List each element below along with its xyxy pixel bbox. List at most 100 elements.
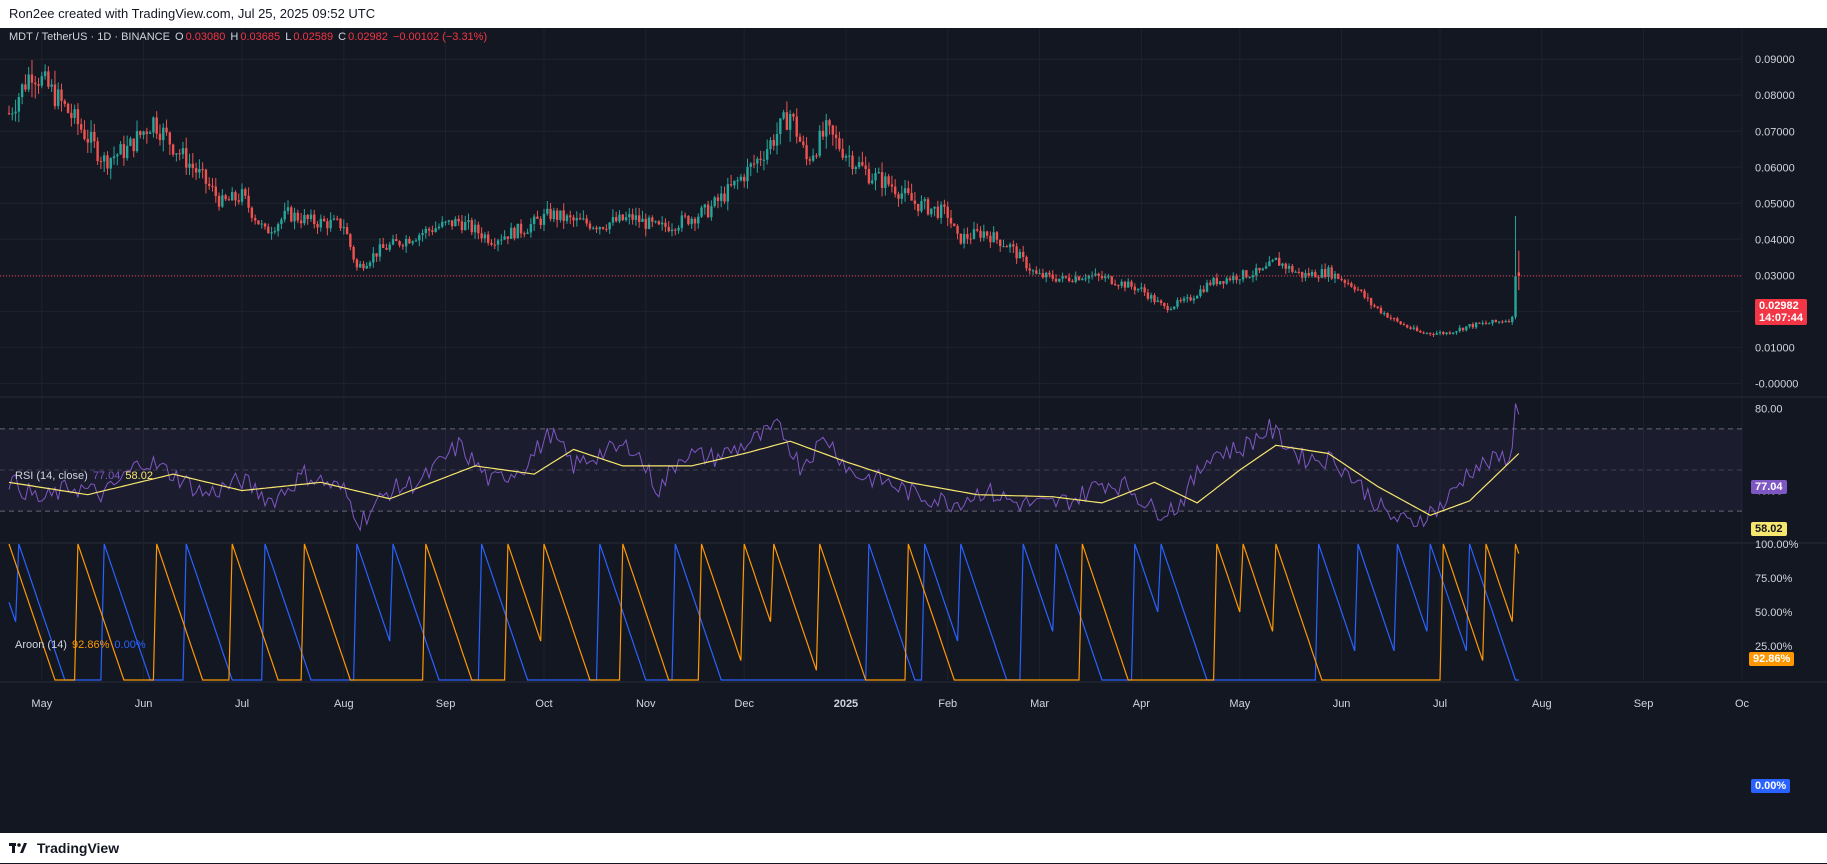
footer-brand[interactable]: TradingView <box>36 840 120 856</box>
candle-body <box>381 244 385 248</box>
candle-body <box>457 218 460 222</box>
candle-body <box>257 220 260 225</box>
candle-body <box>470 220 473 233</box>
candle-body <box>509 227 513 239</box>
candle-body <box>1255 267 1258 276</box>
candle-body <box>1494 319 1498 322</box>
aroon-up-value: 92.86% <box>72 639 110 651</box>
candle-body <box>654 221 657 223</box>
tradingview-logo-icon[interactable] <box>9 834 27 864</box>
candle-body <box>227 199 231 201</box>
candle-body <box>1389 317 1393 319</box>
aroon-name[interactable]: Aroon (14) <box>15 639 67 651</box>
candle-body <box>893 186 897 195</box>
candle-body <box>1300 271 1304 278</box>
candles-group <box>7 60 1521 338</box>
candle-body <box>191 163 195 169</box>
candle-body <box>316 224 319 228</box>
candle-body <box>106 155 109 169</box>
candle-body <box>720 193 723 201</box>
candle-body <box>1261 268 1264 271</box>
candle-body <box>979 230 982 238</box>
candle-body <box>1432 333 1435 335</box>
candle-body <box>322 218 326 222</box>
candle-body <box>628 214 631 218</box>
candle-body <box>1458 327 1461 332</box>
candle-body <box>1123 281 1127 288</box>
candle-body <box>365 265 368 269</box>
candle-body <box>496 240 500 245</box>
candle-body <box>473 224 477 233</box>
candle-body <box>733 180 736 186</box>
candle-body <box>677 227 680 231</box>
candle-body <box>1202 289 1205 292</box>
candle-body <box>1451 332 1455 334</box>
candle-body <box>329 219 332 229</box>
chart-canvas[interactable]: May Jun Jul Aug Sep Oct Nov Dec 2025 Feb Mar Apr May… <box>0 28 1827 833</box>
candle-body <box>1232 275 1235 281</box>
candle-body <box>20 84 24 98</box>
rsi-name[interactable]: RSI (14, close) <box>15 470 88 482</box>
candle-body <box>546 208 549 214</box>
footer-bar: TradingView <box>0 833 1827 863</box>
x-tick-label: May <box>1229 698 1250 710</box>
symbol-label[interactable]: MDT / TetherUS · 1D · BINANCE <box>9 31 170 43</box>
x-tick-label: May <box>31 698 52 710</box>
candle-body <box>670 229 674 232</box>
candle-body <box>1501 321 1504 323</box>
rsi-value-tag: 77.04 <box>1751 480 1787 494</box>
candle-body <box>411 241 414 244</box>
aroon-up-tag: 92.86% <box>1749 652 1795 666</box>
candle-body <box>1100 275 1104 279</box>
candle-body <box>1067 277 1071 281</box>
candle-body <box>1409 327 1412 329</box>
candle-body <box>408 238 411 244</box>
candle-body <box>240 189 244 202</box>
candle-body <box>490 242 493 245</box>
candle-body <box>185 148 188 168</box>
candle-body <box>60 89 63 101</box>
candle-body <box>592 227 595 229</box>
candle-body <box>631 214 634 220</box>
candle-body <box>621 214 624 221</box>
candle-body <box>1238 279 1242 281</box>
candle-body <box>129 138 132 146</box>
x-tick-label: Oct <box>535 698 552 710</box>
candle-body <box>1235 275 1238 280</box>
candle-body <box>273 231 277 233</box>
x-tick-label: 2025 <box>834 698 858 710</box>
candle-body <box>772 140 775 146</box>
candle-body <box>99 161 103 163</box>
candle-body <box>391 239 395 245</box>
candle-body <box>529 223 533 233</box>
candle-body <box>280 219 283 225</box>
price-tick-label: 0.08000 <box>1755 90 1795 102</box>
candle-body <box>1376 306 1379 308</box>
candle-body <box>1330 267 1333 279</box>
candle-body <box>441 221 444 227</box>
candle-body <box>995 232 999 240</box>
candle-body <box>808 159 812 161</box>
candle-body <box>1488 323 1491 325</box>
candle-body <box>1192 298 1196 301</box>
aroon-down-line <box>8 543 1519 681</box>
candle-body <box>818 130 821 156</box>
price-tick-label: 0.01000 <box>1755 342 1795 354</box>
candle-body <box>437 226 441 229</box>
candle-body <box>956 226 959 234</box>
candle-body <box>989 235 992 243</box>
candle-body <box>43 71 47 77</box>
candle-body <box>1228 278 1232 281</box>
rsi-series-line-rsi <box>8 403 1520 532</box>
candle-body <box>1021 251 1025 258</box>
candle-body <box>175 153 178 155</box>
candle-body <box>460 221 464 231</box>
x-tick-label: Sep <box>1634 698 1654 710</box>
candle-body <box>1117 285 1120 287</box>
candle-body <box>700 207 703 217</box>
candle-body <box>519 223 523 234</box>
candle-body <box>427 228 431 231</box>
candle-body <box>792 113 795 117</box>
low-label: L <box>285 31 292 43</box>
x-tick-label: Aug <box>334 698 354 710</box>
